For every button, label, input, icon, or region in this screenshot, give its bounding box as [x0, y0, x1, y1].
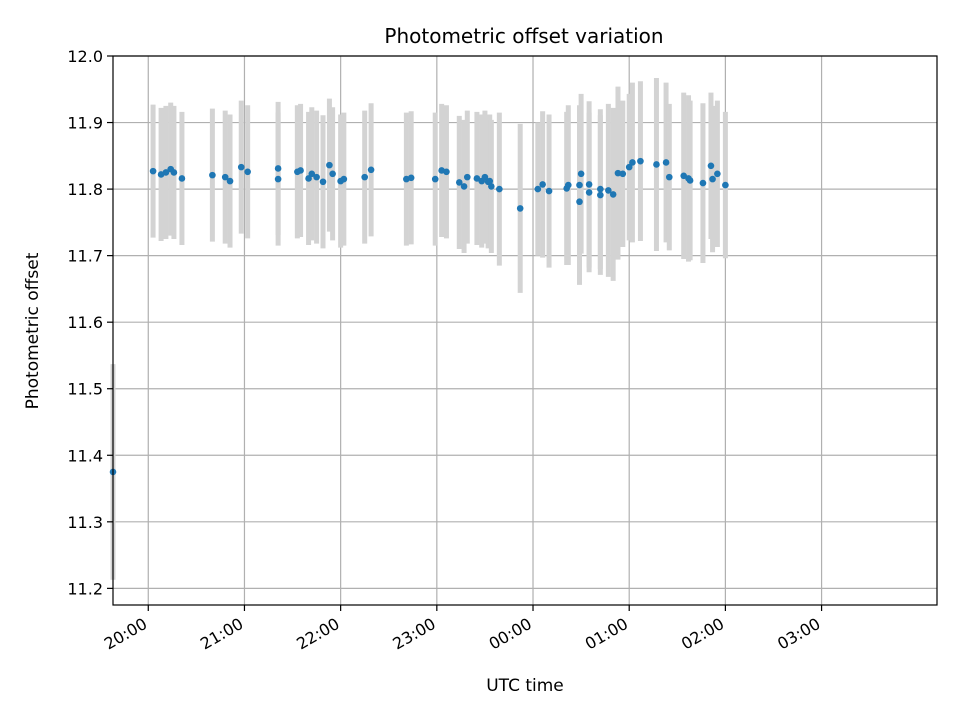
data-point	[326, 161, 333, 169]
data-point	[665, 173, 673, 181]
data-point	[361, 173, 368, 181]
data-point	[460, 183, 468, 190]
data-point	[431, 175, 439, 183]
data-point	[516, 205, 524, 212]
data-point	[564, 181, 572, 189]
data-point	[662, 159, 670, 166]
data-point	[178, 175, 186, 182]
data-point	[605, 187, 612, 194]
data-point	[340, 175, 348, 183]
y-tick-label: 11.5	[67, 380, 103, 399]
data-point	[274, 175, 282, 183]
data-point	[244, 168, 251, 176]
data-point	[539, 181, 546, 188]
data-point	[226, 177, 234, 185]
x-axis-title: UTC time	[486, 676, 564, 696]
data-point	[221, 173, 229, 181]
data-point	[170, 169, 178, 176]
data-point	[237, 163, 245, 171]
data-point	[488, 183, 495, 190]
data-point	[625, 163, 633, 171]
data-point	[455, 179, 463, 186]
data-point	[162, 169, 170, 176]
data-point	[585, 181, 593, 188]
data-point	[496, 185, 503, 193]
data-point	[619, 170, 627, 178]
data-point	[653, 161, 660, 168]
data-point	[597, 185, 604, 193]
y-tick-label: 11.6	[67, 313, 103, 332]
y-tick-label: 11.8	[67, 180, 103, 199]
data-point	[637, 157, 644, 165]
y-tick-label: 11.4	[67, 446, 103, 465]
data-point	[209, 171, 216, 179]
data-point	[486, 177, 494, 185]
data-point	[686, 177, 694, 184]
y-tick-label: 11.3	[67, 513, 103, 532]
data-point	[473, 175, 481, 182]
data-point	[481, 173, 489, 181]
data-point	[577, 170, 585, 178]
data-point	[576, 198, 583, 206]
data-point	[680, 172, 688, 180]
data-point	[319, 178, 327, 186]
chart-title: Photometric offset variation	[384, 24, 663, 48]
data-point	[297, 167, 304, 174]
data-point	[714, 170, 721, 178]
y-tick-label: 11.2	[67, 579, 103, 598]
data-point	[407, 174, 415, 182]
y-axis-title: Photometric offset	[23, 252, 43, 409]
data-point	[534, 185, 542, 193]
data-point	[308, 170, 316, 178]
data-point	[463, 173, 471, 181]
data-point	[722, 181, 729, 189]
data-point	[149, 167, 157, 175]
y-tick-label: 11.7	[67, 247, 103, 266]
data-point	[629, 159, 636, 166]
plot-area-frame	[112, 55, 938, 606]
data-point	[313, 173, 320, 181]
y-tick-label: 12.0	[67, 47, 103, 66]
data-point	[585, 189, 593, 196]
data-points	[109, 157, 729, 476]
data-point	[329, 170, 336, 178]
data-point	[699, 179, 707, 187]
data-point	[609, 191, 617, 198]
data-point	[597, 191, 604, 199]
data-point	[576, 181, 583, 189]
data-point	[709, 175, 716, 183]
data-point	[305, 175, 312, 182]
data-point	[274, 165, 282, 172]
data-point	[707, 162, 715, 170]
y-tick-label: 11.9	[67, 114, 103, 133]
data-point	[545, 187, 553, 195]
y-axis-ticks: 11.2 11.3 11.4 11.5 11.6 11.7 11.8 11.9 12.0	[67, 47, 113, 598]
data-point	[614, 169, 622, 177]
data-point	[367, 166, 375, 174]
data-point	[443, 168, 450, 176]
